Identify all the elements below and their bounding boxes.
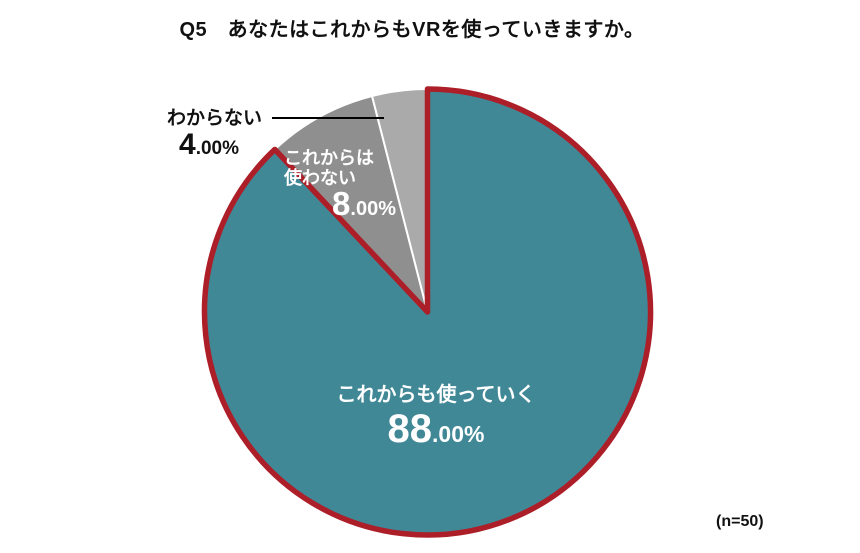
pie-slice-0 [201, 86, 654, 538]
slice-label-tsukawanai-line1: これからは [284, 148, 374, 168]
slice-value-tsukawanai-int: 8 [332, 185, 351, 222]
sample-size-note: (n=50) [716, 513, 764, 530]
slice-label-block-tsukatteiku: これからも使っていく 88.00% [286, 384, 586, 457]
slice-label-tsukatteiku: これからも使っていく [336, 384, 536, 406]
slice-label-block-tsukawanai: これからは 使わない 8.00% [284, 148, 396, 224]
slice-label-tsukawanai-line2: 使わない [284, 168, 356, 188]
pie-slice-1 [273, 95, 429, 313]
slice-value-tsukatteiku-int: 88 [387, 407, 433, 451]
slice-label-wakaranai: わからない [166, 108, 262, 129]
slice-value-wakaranai-int: 4 [179, 128, 196, 161]
slice-value-tsukawanai: 8.00% [284, 187, 396, 224]
slice-value-tsukatteiku: 88.00% [286, 408, 586, 457]
slice-value-tsukatteiku-frac: .00% [432, 421, 485, 447]
slice-value-wakaranai: 4.00% [149, 128, 269, 167]
slice-value-tsukawanai-frac: .00% [350, 198, 396, 220]
slice-value-wakaranai-frac: .00% [195, 138, 239, 159]
chart-title: Q5 あなたはこれからもVRを使っていきますか。 [179, 19, 645, 41]
